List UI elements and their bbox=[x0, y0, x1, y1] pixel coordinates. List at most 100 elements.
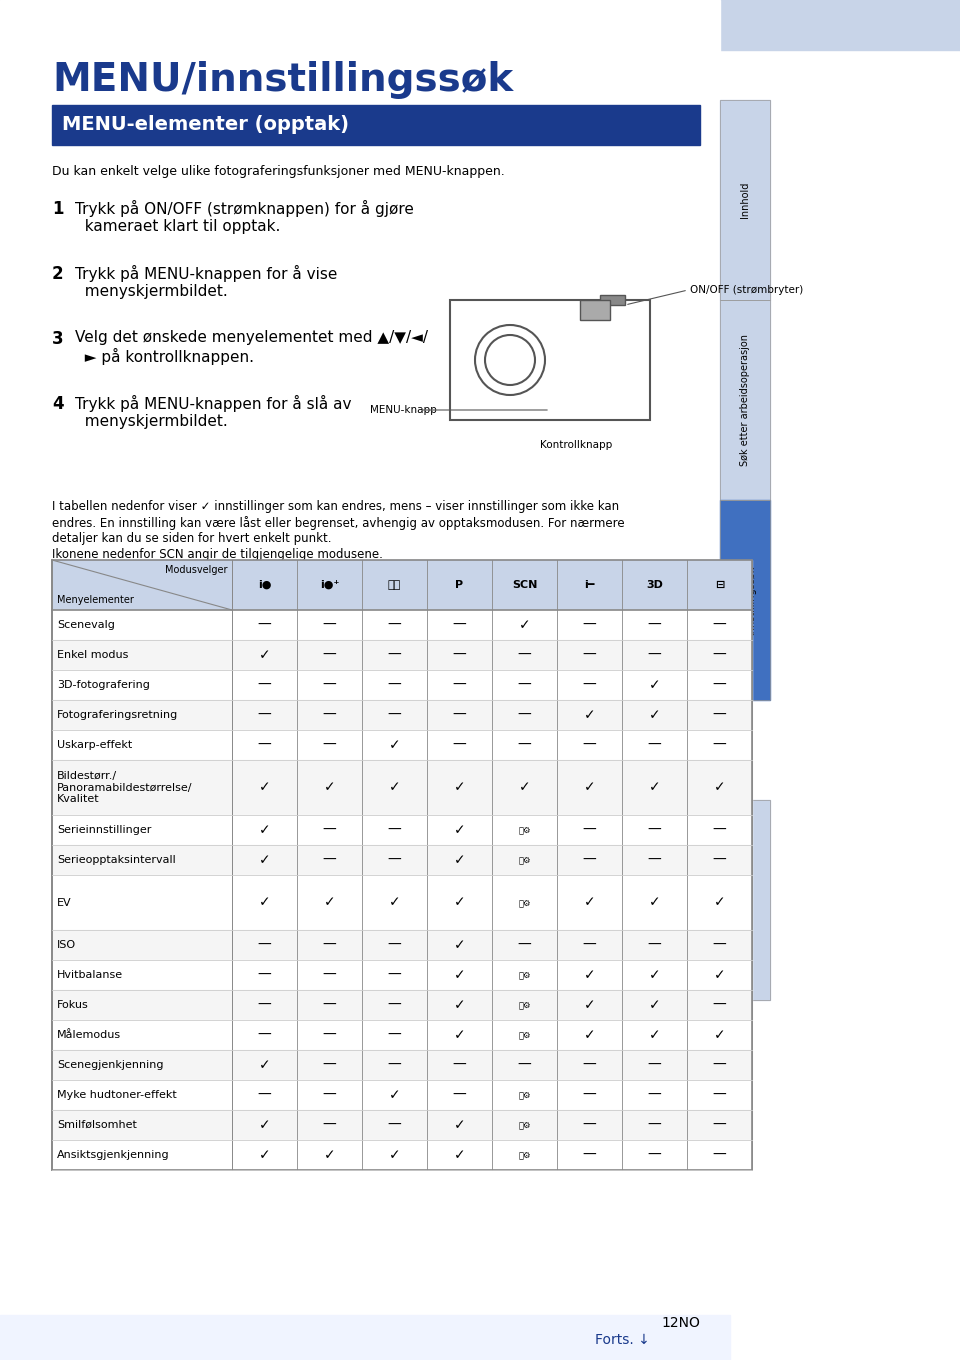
Text: ✓: ✓ bbox=[454, 1028, 466, 1042]
Text: ✓: ✓ bbox=[258, 1118, 271, 1132]
Text: Bildestørr./
Panoramabildestørrelse/
Kvalitet: Bildestørr./ Panoramabildestørrelse/ Kva… bbox=[57, 771, 193, 804]
Text: MENU/innstillingssøk: MENU/innstillingssøk bbox=[52, 61, 514, 99]
Text: ✓: ✓ bbox=[258, 647, 271, 662]
Text: —: — bbox=[388, 968, 401, 982]
Text: —: — bbox=[388, 709, 401, 722]
Text: ✓: ✓ bbox=[649, 968, 660, 982]
Text: ⊟: ⊟ bbox=[715, 579, 724, 590]
Text: —: — bbox=[648, 1058, 661, 1072]
Bar bbox=[52, 670, 752, 700]
Text: 2: 2 bbox=[52, 265, 63, 283]
Bar bbox=[0, 0, 720, 1360]
Text: —: — bbox=[648, 823, 661, 836]
Text: 🔧⚙: 🔧⚙ bbox=[518, 1151, 531, 1160]
Text: ✓: ✓ bbox=[584, 968, 595, 982]
Text: ✓: ✓ bbox=[649, 1028, 660, 1042]
Text: Scenevalg: Scenevalg bbox=[57, 620, 115, 630]
Text: —: — bbox=[257, 968, 272, 982]
Text: ✓: ✓ bbox=[454, 853, 466, 868]
Text: —: — bbox=[323, 938, 336, 952]
Text: i●: i● bbox=[257, 579, 272, 590]
Text: Fotograferingsretning: Fotograferingsretning bbox=[57, 710, 179, 719]
Text: —: — bbox=[648, 853, 661, 868]
Text: MENU-knapp: MENU-knapp bbox=[370, 405, 437, 415]
Bar bbox=[720, 500, 770, 700]
Text: ✓: ✓ bbox=[389, 1088, 400, 1102]
Text: Velg det ønskede menyelementet med ▲/▼/◄/
  ► på kontrollknappen.: Velg det ønskede menyelementet med ▲/▼/◄… bbox=[75, 330, 428, 364]
Text: ON/OFF (strømbryter): ON/OFF (strømbryter) bbox=[690, 286, 804, 295]
Text: —: — bbox=[388, 617, 401, 632]
Text: 🔧⚙: 🔧⚙ bbox=[518, 971, 531, 979]
Text: 🏛👤: 🏛👤 bbox=[388, 579, 401, 590]
Text: —: — bbox=[388, 853, 401, 868]
Text: —: — bbox=[583, 1088, 596, 1102]
Text: SCN: SCN bbox=[512, 579, 538, 590]
Bar bbox=[52, 930, 752, 960]
Text: —: — bbox=[712, 998, 727, 1012]
Text: ✓: ✓ bbox=[713, 781, 726, 794]
Text: —: — bbox=[648, 1088, 661, 1102]
Text: 🔧⚙: 🔧⚙ bbox=[518, 826, 531, 835]
Text: Trykk på ON/OFF (strømknappen) for å gjøre
  kameraet klart til opptak.: Trykk på ON/OFF (strømknappen) for å gjø… bbox=[75, 200, 414, 234]
Text: —: — bbox=[583, 738, 596, 752]
Text: ✓: ✓ bbox=[454, 938, 466, 952]
Bar bbox=[52, 845, 752, 874]
Text: ✓: ✓ bbox=[324, 781, 335, 794]
Bar bbox=[720, 800, 770, 1000]
Bar bbox=[52, 960, 752, 990]
Bar bbox=[52, 641, 752, 670]
Text: Kontrollknapp: Kontrollknapp bbox=[540, 441, 612, 450]
Text: —: — bbox=[388, 938, 401, 952]
Bar bbox=[52, 1020, 752, 1050]
Bar bbox=[720, 101, 770, 301]
Text: —: — bbox=[257, 938, 272, 952]
Text: —: — bbox=[452, 709, 467, 722]
Text: ✓: ✓ bbox=[454, 998, 466, 1012]
Bar bbox=[52, 874, 752, 930]
Text: —: — bbox=[257, 679, 272, 692]
Bar bbox=[0, 0, 960, 50]
Text: —: — bbox=[323, 998, 336, 1012]
Text: —: — bbox=[712, 1148, 727, 1161]
Text: —: — bbox=[517, 709, 532, 722]
Text: Du kan enkelt velge ulike fotograferingsfunksjoner med MENU-knappen.: Du kan enkelt velge ulike fotograferings… bbox=[52, 165, 505, 178]
Text: 4: 4 bbox=[52, 394, 63, 413]
Text: ✓: ✓ bbox=[389, 1148, 400, 1161]
Text: —: — bbox=[583, 647, 596, 662]
Text: MENU-elementer (opptak): MENU-elementer (opptak) bbox=[62, 116, 349, 135]
Text: —: — bbox=[257, 709, 272, 722]
Text: —: — bbox=[323, 1028, 336, 1042]
Bar bbox=[720, 800, 770, 1000]
Text: —: — bbox=[517, 738, 532, 752]
Text: ✓: ✓ bbox=[454, 968, 466, 982]
Bar bbox=[52, 1080, 752, 1110]
Text: —: — bbox=[712, 823, 727, 836]
Text: MENU/
innstillingssøk: MENU/ innstillingssøk bbox=[734, 566, 756, 635]
Text: I tabellen nedenfor viser ✓ innstillinger som kan endres, mens – viser innstilli: I tabellen nedenfor viser ✓ innstillinge… bbox=[52, 500, 619, 513]
Text: —: — bbox=[712, 738, 727, 752]
Bar bbox=[600, 295, 625, 305]
Text: ✓: ✓ bbox=[584, 781, 595, 794]
Bar bbox=[52, 560, 752, 1170]
Text: 3D: 3D bbox=[646, 579, 663, 590]
Text: —: — bbox=[388, 679, 401, 692]
Text: ✓: ✓ bbox=[258, 823, 271, 836]
Text: 🔧⚙: 🔧⚙ bbox=[518, 1031, 531, 1039]
Text: ISO: ISO bbox=[57, 940, 76, 951]
Bar bbox=[720, 101, 770, 301]
Text: ✓: ✓ bbox=[258, 1148, 271, 1161]
Text: —: — bbox=[388, 998, 401, 1012]
Bar bbox=[52, 560, 752, 611]
Text: —: — bbox=[648, 1148, 661, 1161]
Bar bbox=[52, 990, 752, 1020]
Text: —: — bbox=[388, 1058, 401, 1072]
Text: —: — bbox=[583, 1118, 596, 1132]
Text: ✓: ✓ bbox=[258, 853, 271, 868]
Text: —: — bbox=[712, 1058, 727, 1072]
Text: —: — bbox=[257, 1088, 272, 1102]
Text: 3D-fotografering: 3D-fotografering bbox=[57, 680, 150, 690]
Text: —: — bbox=[323, 738, 336, 752]
Text: —: — bbox=[517, 1058, 532, 1072]
Text: —: — bbox=[712, 709, 727, 722]
Text: Myke hudtoner-effekt: Myke hudtoner-effekt bbox=[57, 1089, 177, 1100]
